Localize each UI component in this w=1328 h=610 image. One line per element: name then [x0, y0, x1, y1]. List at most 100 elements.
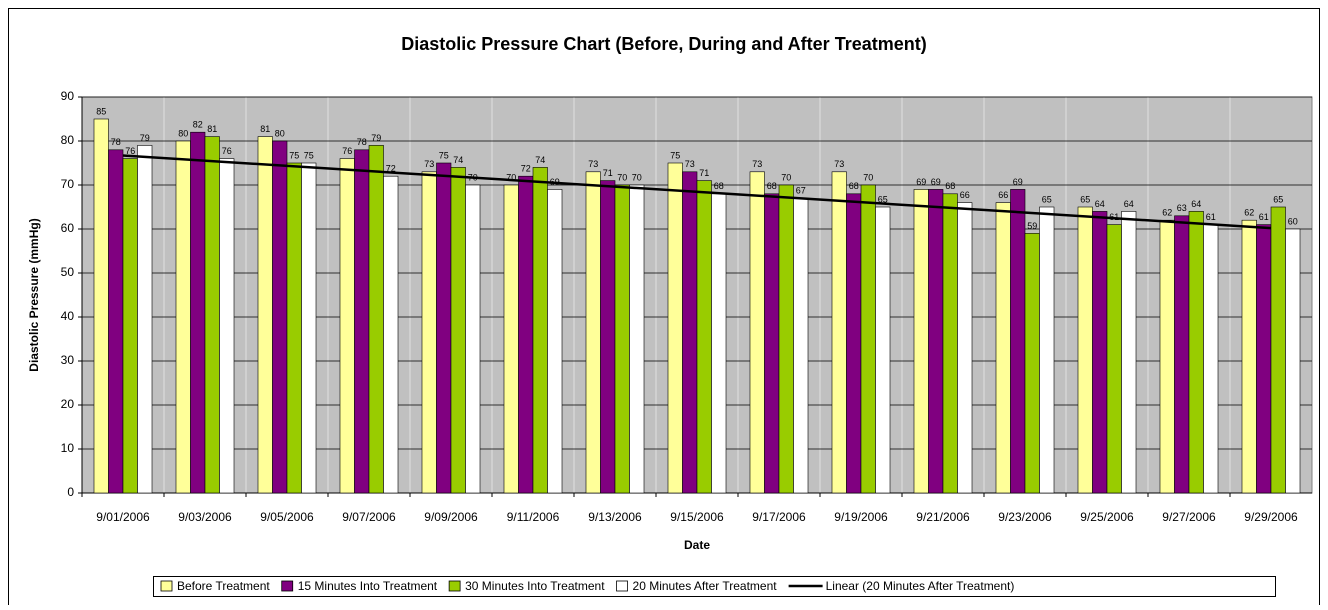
data-label: 80 [275, 128, 285, 138]
bar [696, 180, 712, 494]
bar [547, 189, 563, 494]
bar [764, 193, 780, 494]
data-label: 68 [945, 181, 955, 191]
bar [1106, 224, 1122, 494]
bar [913, 189, 929, 494]
x-tick-label: 9/17/2006 [752, 510, 806, 524]
bar [1270, 206, 1286, 494]
bar [354, 149, 370, 494]
bar [301, 162, 317, 494]
bar [875, 206, 891, 494]
bar [257, 136, 273, 494]
data-label: 82 [193, 120, 203, 130]
bar [995, 202, 1011, 494]
bar [137, 145, 153, 494]
data-label: 73 [752, 159, 762, 169]
data-label: 74 [535, 155, 545, 165]
chart-title: Diastolic Pressure Chart (Before, During… [401, 34, 926, 54]
data-label: 70 [617, 172, 627, 182]
bar [368, 145, 384, 494]
bar [1174, 215, 1190, 494]
x-tick-label: 9/13/2006 [588, 510, 642, 524]
bar [928, 189, 944, 494]
data-label: 73 [834, 159, 844, 169]
legend-swatch [160, 580, 173, 592]
data-label: 65 [1080, 194, 1090, 204]
bar [846, 193, 862, 494]
data-label: 75 [304, 150, 314, 160]
data-label: 72 [386, 164, 396, 174]
bar [108, 149, 124, 494]
bar [682, 171, 698, 494]
bar [190, 131, 206, 494]
bar [1024, 233, 1040, 494]
x-tick-label: 9/11/2006 [507, 510, 560, 524]
data-label: 60 [1288, 216, 1298, 226]
bar [421, 171, 437, 494]
data-label: 62 [1244, 208, 1254, 218]
data-label: 73 [685, 159, 695, 169]
bar [667, 162, 683, 494]
data-label: 80 [178, 128, 188, 138]
bar [286, 162, 302, 494]
bar [450, 167, 466, 494]
data-label: 70 [781, 172, 791, 182]
legend-swatch [281, 580, 294, 592]
bar [629, 184, 645, 494]
data-label: 72 [521, 164, 531, 174]
bar [831, 171, 847, 494]
data-label: 76 [342, 146, 352, 156]
data-label: 76 [222, 146, 232, 156]
data-label: 75 [670, 150, 680, 160]
bar [122, 158, 138, 494]
data-label: 75 [439, 150, 449, 160]
bar [1188, 211, 1204, 494]
bar [778, 184, 794, 494]
x-tick-label: 9/09/2006 [424, 510, 478, 524]
bar [957, 202, 973, 494]
data-label: 64 [1124, 199, 1134, 209]
data-label: 67 [796, 186, 806, 196]
data-label: 76 [125, 146, 135, 156]
data-label: 79 [140, 133, 150, 143]
data-label: 74 [453, 155, 463, 165]
y-tick-label: 60 [61, 221, 75, 235]
data-label: 61 [1259, 212, 1269, 222]
bar [219, 158, 235, 494]
data-label: 75 [289, 150, 299, 160]
bar [1256, 224, 1272, 494]
x-tick-label: 9/27/2006 [1162, 510, 1216, 524]
data-label: 70 [863, 172, 873, 182]
bar [503, 184, 519, 494]
y-tick-label: 50 [61, 265, 75, 279]
x-tick-label: 9/23/2006 [998, 510, 1052, 524]
y-tick-label: 30 [61, 353, 75, 367]
legend-label: Linear (20 Minutes After Treatment) [826, 579, 1015, 593]
bar [1159, 219, 1175, 494]
data-label: 68 [714, 181, 724, 191]
x-tick-label: 9/05/2006 [260, 510, 314, 524]
data-label: 81 [260, 124, 270, 134]
bar [1203, 224, 1219, 494]
x-tick-label: 9/15/2006 [670, 510, 724, 524]
bar [585, 171, 601, 494]
y-tick-label: 10 [61, 441, 75, 455]
legend-swatch [616, 580, 628, 592]
data-label: 62 [1162, 208, 1172, 218]
data-label: 65 [1273, 194, 1283, 204]
bar [339, 158, 355, 494]
y-axis-label: Diastolic Pressure (mmHg) [27, 218, 41, 371]
bar [272, 140, 288, 494]
bar [600, 180, 616, 494]
bar [793, 197, 809, 494]
bar [465, 184, 481, 494]
bar [1077, 206, 1093, 494]
bar [436, 162, 452, 494]
data-label: 79 [371, 133, 381, 143]
x-tick-label: 9/01/2006 [96, 510, 150, 524]
legend-label: Before Treatment [177, 579, 270, 593]
y-tick-label: 80 [61, 133, 75, 147]
bar [1121, 211, 1137, 494]
y-tick-label: 70 [61, 177, 75, 191]
